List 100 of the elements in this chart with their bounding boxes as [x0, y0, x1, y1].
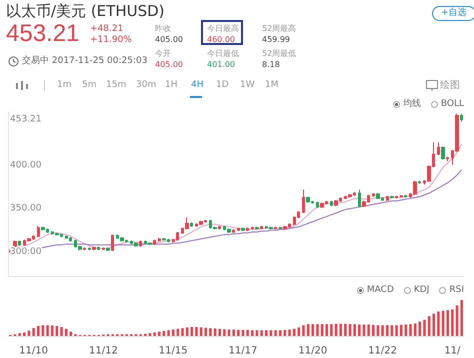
- bar: [284, 330, 286, 336]
- candlestick: [41, 226, 45, 231]
- bar: [228, 330, 230, 336]
- text: +自选: [432, 6, 474, 21]
- candlestick: [358, 189, 361, 208]
- bar: [64, 328, 68, 336]
- bar: [260, 330, 263, 336]
- candlestick: [55, 232, 59, 236]
- y-tick-label: 453.21: [10, 114, 42, 125]
- bar: [251, 330, 254, 336]
- text: 30m: [136, 80, 156, 90]
- bar: [362, 324, 366, 336]
- bar: [195, 327, 198, 336]
- bar: [409, 324, 412, 336]
- candlestick: [88, 247, 91, 251]
- candlestick: [460, 113, 463, 122]
- candlestick: [306, 196, 310, 204]
- candlestick: [241, 227, 245, 232]
- candlestick: [316, 201, 319, 208]
- text: 5m: [82, 80, 96, 90]
- text: 405.00: [155, 35, 183, 44]
- bar: [353, 324, 356, 336]
- text: 1M: [265, 80, 278, 90]
- text: 今日最高: [207, 24, 239, 33]
- bar: [386, 325, 389, 336]
- bar: [218, 328, 221, 336]
- candlestick: [274, 226, 277, 230]
- bar: [437, 312, 440, 336]
- bar: [414, 323, 416, 336]
- bar: [18, 333, 21, 336]
- bar: [70, 332, 72, 336]
- candlestick: [246, 227, 249, 232]
- text: 460.00: [207, 35, 235, 44]
- candlestick: [176, 231, 179, 242]
- candlestick: [269, 226, 273, 230]
- candlestick: [283, 225, 287, 230]
- text: 459.99: [262, 35, 290, 44]
- bar: [376, 325, 380, 336]
- bar: [176, 328, 180, 336]
- bar: [36, 326, 40, 336]
- text: 405.00: [155, 60, 183, 69]
- bar: [214, 328, 216, 336]
- bar: [181, 328, 184, 336]
- candlestick: [227, 228, 231, 234]
- candlestick: [139, 240, 142, 248]
- candlestick: [376, 192, 380, 200]
- bar: [460, 300, 463, 336]
- bar: [306, 324, 310, 336]
- candlestick: [190, 222, 193, 228]
- bar: [456, 305, 458, 336]
- bar: [190, 327, 194, 336]
- text: 1W: [240, 80, 255, 90]
- candlestick: [302, 189, 305, 214]
- candlestick: [18, 240, 21, 246]
- bar: [339, 324, 342, 336]
- bar: [148, 333, 152, 336]
- bar: [311, 324, 314, 336]
- bar: [358, 324, 361, 336]
- text: +11.90%: [90, 35, 132, 45]
- text: 交易中 2017-11-25 00:25:03: [22, 56, 148, 66]
- candlestick: [334, 200, 338, 207]
- candlestick: [372, 192, 375, 198]
- text: 均线: [402, 99, 421, 109]
- bar: [186, 327, 188, 336]
- text: 8.18: [262, 60, 280, 69]
- candlestick: [251, 226, 254, 230]
- candlestick: [400, 194, 403, 198]
- bar: [423, 320, 426, 336]
- candlestick: [320, 202, 324, 208]
- bar: [395, 325, 398, 336]
- bar: [367, 324, 370, 336]
- bar: [330, 324, 333, 336]
- bar: [200, 327, 202, 336]
- bar: [400, 324, 402, 336]
- bar: [172, 330, 174, 336]
- bar: [348, 324, 352, 336]
- candlestick: [260, 225, 263, 230]
- candlestick: [418, 180, 421, 184]
- text: 以太币/美元 (ETHUSD): [6, 2, 164, 20]
- bar: [28, 330, 30, 336]
- bar: [292, 328, 296, 336]
- text: 今日最低: [207, 49, 239, 58]
- candlestick: [185, 216, 189, 230]
- x-tick-label: 11/: [444, 346, 462, 356]
- candlestick: [446, 156, 449, 162]
- candlestick: [148, 242, 152, 246]
- text: BOLL: [440, 99, 464, 109]
- candlestick: [293, 216, 296, 226]
- candlestick: [279, 226, 282, 230]
- bar: [32, 328, 35, 336]
- bar: [23, 332, 26, 336]
- bar: [372, 324, 375, 336]
- bar: [50, 326, 54, 336]
- candlestick: [199, 220, 203, 226]
- candlestick: [404, 194, 407, 198]
- bar: [162, 330, 166, 336]
- candlestick: [92, 246, 96, 251]
- bar: [56, 326, 58, 336]
- bar: [404, 324, 408, 336]
- bar: [158, 332, 161, 336]
